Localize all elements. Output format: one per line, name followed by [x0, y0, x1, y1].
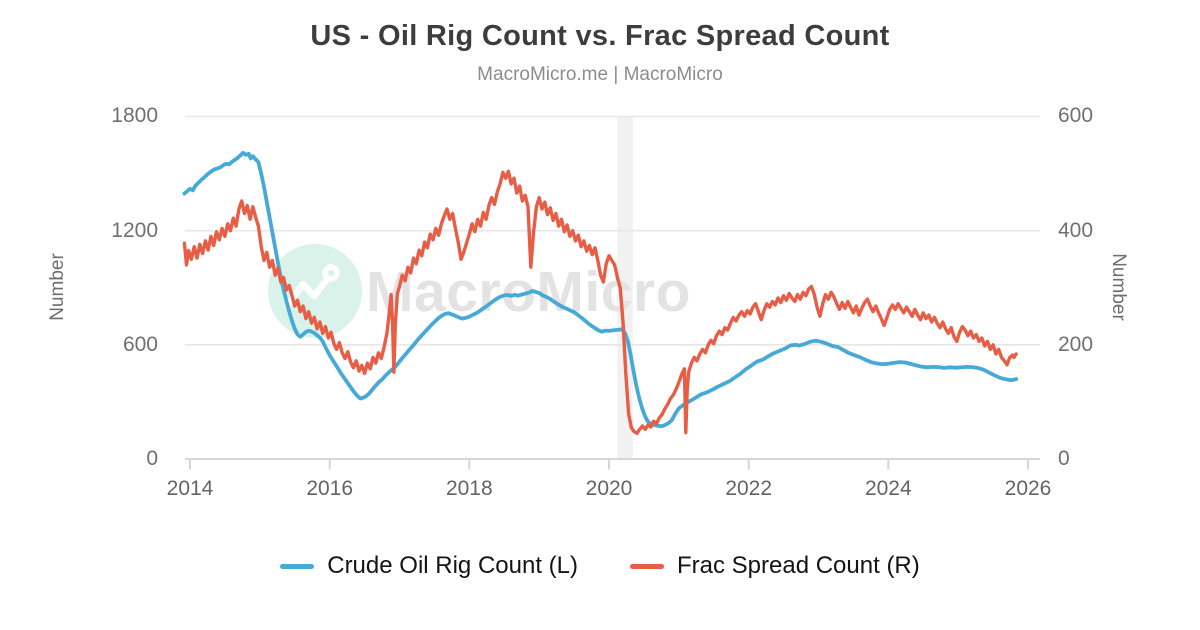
x-axis	[185, 458, 1040, 470]
y-left-tick-1800: 1800	[111, 104, 158, 127]
y-left-tick-600: 600	[122, 333, 158, 356]
legend-label: Crude Oil Rig Count (L)	[327, 552, 578, 579]
chart-subtitle: MacroMicro.me | MacroMicro	[477, 64, 723, 85]
x-tick-2026: 2026	[1004, 477, 1052, 500]
recession-band	[617, 116, 633, 459]
y-right-tick-600: 600	[1058, 104, 1094, 127]
legend-item-crude-oil-rig-count[interactable]: Crude Oil Rig Count (L)	[280, 552, 578, 580]
legend-marker-blue	[280, 563, 315, 569]
gridlines	[185, 115, 1040, 346]
x-tick-2022: 2022	[725, 477, 773, 500]
legend-item-frac-spread-count[interactable]: Frac Spread Count (R)	[630, 552, 920, 580]
x-tick-2014: 2014	[166, 477, 214, 500]
y-left-tick-1200: 1200	[111, 219, 158, 242]
x-tick-2018: 2018	[445, 477, 493, 500]
x-tick-2016: 2016	[306, 477, 354, 500]
legend-marker-red	[630, 563, 664, 569]
legend-label: Frac Spread Count (R)	[677, 552, 920, 579]
y-right-tick-400: 400	[1058, 219, 1094, 242]
x-tick-2020: 2020	[585, 477, 633, 500]
crude-oil-rig-count-line	[182, 150, 1018, 429]
watermark-line-chart-icon	[284, 264, 340, 309]
y-right-tick-200: 200	[1058, 333, 1094, 356]
y-right-tick-0: 0	[1058, 447, 1070, 470]
legend: Crude Oil Rig Count (L) Frac Spread Coun…	[0, 552, 1200, 580]
frac-spread-count-line	[182, 169, 1018, 435]
page-title: US - Oil Rig Count vs. Frac Spread Count	[310, 20, 890, 52]
y-left-tick-0: 0	[146, 447, 158, 470]
x-tick-2024: 2024	[864, 477, 912, 500]
